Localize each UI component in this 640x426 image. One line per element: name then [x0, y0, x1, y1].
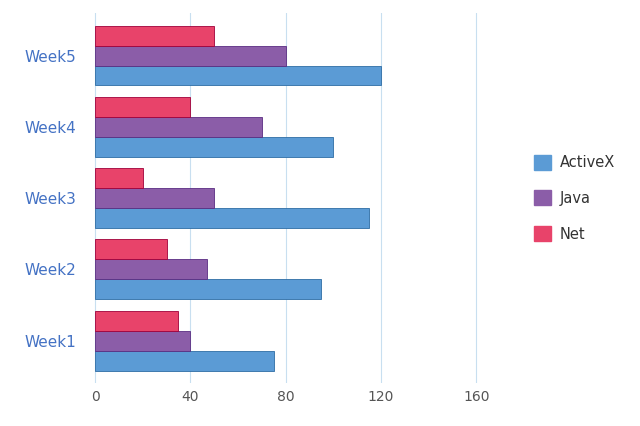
Bar: [95, 168, 143, 188]
Bar: [95, 208, 369, 228]
Bar: [95, 239, 166, 259]
Bar: [95, 311, 179, 331]
Bar: [95, 97, 191, 117]
Bar: [95, 259, 207, 279]
Bar: [95, 279, 321, 299]
Bar: [95, 351, 274, 371]
Bar: [95, 117, 262, 137]
Bar: [95, 26, 214, 46]
Bar: [95, 66, 381, 86]
Legend: ActiveX, Java, Net: ActiveX, Java, Net: [528, 149, 621, 248]
Bar: [95, 331, 191, 351]
Bar: [95, 46, 285, 66]
Bar: [95, 188, 214, 208]
Bar: [95, 137, 333, 157]
